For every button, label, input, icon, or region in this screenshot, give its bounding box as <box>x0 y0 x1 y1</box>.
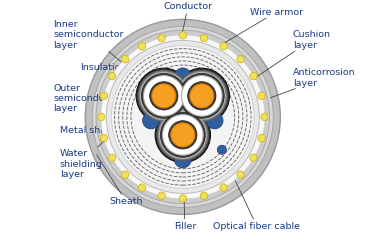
Circle shape <box>190 84 214 108</box>
Text: Water
shielding
layer: Water shielding layer <box>60 124 121 179</box>
Circle shape <box>206 112 223 129</box>
Circle shape <box>250 154 257 161</box>
Circle shape <box>152 84 176 108</box>
Text: Insulation: Insulation <box>80 63 144 85</box>
Circle shape <box>179 195 187 202</box>
Circle shape <box>157 109 209 161</box>
Text: Sheath: Sheath <box>97 155 142 206</box>
Circle shape <box>174 151 191 168</box>
Circle shape <box>138 43 146 50</box>
Circle shape <box>169 121 197 149</box>
Circle shape <box>179 32 187 39</box>
Circle shape <box>158 34 165 42</box>
Circle shape <box>108 154 116 161</box>
Circle shape <box>171 123 195 147</box>
Circle shape <box>108 72 116 80</box>
Text: Metal shield layer: Metal shield layer <box>60 94 144 135</box>
Text: Cushion
layer: Cushion layer <box>253 30 331 79</box>
Circle shape <box>177 72 226 120</box>
Circle shape <box>111 46 254 188</box>
Circle shape <box>237 55 244 63</box>
Circle shape <box>106 41 259 193</box>
Circle shape <box>176 70 228 122</box>
Circle shape <box>122 55 129 63</box>
Circle shape <box>144 75 184 116</box>
Circle shape <box>141 73 186 118</box>
Circle shape <box>179 73 224 118</box>
Circle shape <box>92 26 273 207</box>
Circle shape <box>217 145 226 154</box>
Circle shape <box>100 134 108 142</box>
Circle shape <box>142 112 159 129</box>
Text: Anticorrosion
layer: Anticorrosion layer <box>270 68 355 98</box>
Circle shape <box>160 113 205 157</box>
Circle shape <box>158 192 165 199</box>
Circle shape <box>138 70 190 122</box>
Circle shape <box>220 184 227 191</box>
Circle shape <box>101 35 265 199</box>
Circle shape <box>174 68 230 123</box>
Circle shape <box>261 113 268 121</box>
Text: Inner
semiconductor
layer: Inner semiconductor layer <box>54 20 150 86</box>
Circle shape <box>258 92 265 99</box>
Circle shape <box>158 111 207 159</box>
Circle shape <box>188 82 216 110</box>
Circle shape <box>220 43 227 50</box>
Circle shape <box>122 171 129 178</box>
Text: Outer
semiconductor
layer: Outer semiconductor layer <box>54 83 140 113</box>
Circle shape <box>100 92 108 99</box>
Circle shape <box>258 134 265 142</box>
Text: Filler: Filler <box>174 154 196 231</box>
Circle shape <box>237 171 244 178</box>
Circle shape <box>98 113 105 121</box>
Circle shape <box>182 75 222 116</box>
Circle shape <box>96 30 269 204</box>
Circle shape <box>85 19 280 214</box>
Text: Wire armor: Wire armor <box>223 8 302 43</box>
Circle shape <box>155 107 211 163</box>
Text: Conductor: Conductor <box>163 2 212 83</box>
Circle shape <box>250 72 257 80</box>
Circle shape <box>163 115 203 155</box>
Circle shape <box>200 34 207 42</box>
Circle shape <box>138 184 146 191</box>
Text: Optical fiber cable: Optical fiber cable <box>213 157 300 231</box>
Circle shape <box>150 82 178 110</box>
Circle shape <box>139 72 188 120</box>
Circle shape <box>200 192 207 199</box>
Circle shape <box>136 68 192 123</box>
Circle shape <box>174 68 191 85</box>
